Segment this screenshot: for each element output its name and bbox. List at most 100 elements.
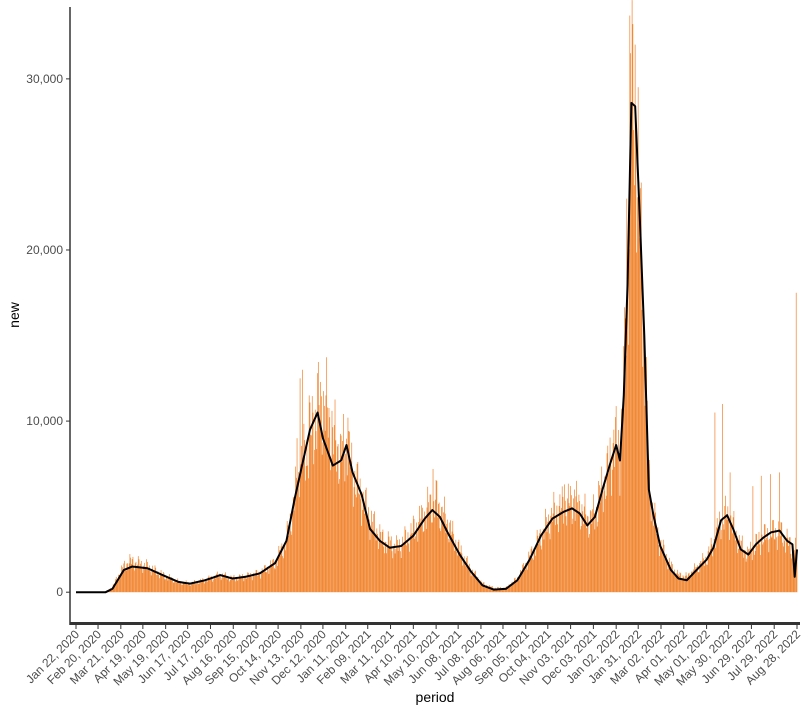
bar (507, 587, 508, 593)
bar (138, 559, 140, 593)
bar (541, 549, 543, 593)
bar (599, 485, 600, 593)
bar (418, 521, 419, 593)
bar (613, 429, 615, 593)
y-axis-ticks: 0 10,000 20,000 30,000 (26, 72, 70, 599)
bar (621, 419, 623, 593)
bar (254, 575, 255, 593)
bar (749, 548, 751, 593)
bar (326, 357, 328, 593)
bar (701, 561, 703, 593)
bar (380, 531, 381, 593)
bar (340, 433, 341, 593)
bar (211, 577, 213, 593)
bar (162, 575, 163, 593)
bar (759, 544, 761, 593)
y-tick-label: 20,000 (26, 243, 63, 257)
bar (369, 539, 371, 593)
bar (693, 569, 694, 593)
bar (135, 561, 137, 593)
bar (298, 497, 300, 593)
bar (627, 344, 629, 593)
bar (577, 502, 578, 593)
bar (331, 410, 333, 593)
bar (696, 567, 698, 593)
bar (131, 563, 132, 593)
bar (188, 583, 189, 593)
bar (631, 122, 632, 593)
bar (474, 571, 476, 593)
bar (124, 560, 125, 593)
bar (461, 553, 463, 593)
bar (460, 552, 461, 593)
bar (309, 402, 311, 593)
bar (668, 561, 669, 593)
bar (589, 534, 590, 593)
x-axis-title: period (416, 689, 455, 705)
bar (216, 571, 218, 593)
bar (160, 570, 162, 593)
bar (679, 572, 681, 593)
bar (612, 443, 614, 593)
bar (716, 518, 718, 593)
bar (425, 528, 427, 593)
bar (261, 573, 262, 593)
bar (554, 502, 555, 593)
bar (681, 579, 683, 593)
bar (359, 494, 360, 593)
bar (605, 498, 606, 593)
bar (624, 307, 625, 593)
bar (195, 584, 197, 593)
bar (531, 546, 533, 593)
bar (747, 546, 748, 593)
bar (576, 480, 577, 593)
bar (746, 558, 748, 593)
bar (194, 580, 195, 593)
bar (301, 445, 302, 593)
bar (378, 548, 379, 593)
bar (580, 529, 581, 593)
bar (482, 584, 483, 593)
bar (596, 526, 598, 593)
bar (559, 494, 561, 593)
bar (285, 550, 286, 593)
bar (690, 577, 691, 593)
bar (393, 543, 395, 593)
bar (653, 525, 654, 593)
bar (640, 188, 641, 593)
bar (166, 577, 168, 593)
bar (507, 586, 509, 593)
y-tick-label: 10,000 (26, 414, 63, 428)
bar (727, 506, 729, 593)
bar (403, 545, 404, 593)
bar (761, 534, 763, 593)
bar (314, 449, 315, 593)
bar (593, 494, 594, 593)
bar (149, 565, 150, 593)
bar (269, 567, 271, 593)
bar (551, 521, 553, 593)
bar (153, 570, 154, 593)
bar (127, 563, 128, 593)
bar (429, 494, 431, 593)
bar (305, 480, 306, 593)
bar (677, 569, 679, 593)
bar (236, 577, 238, 593)
bar (436, 480, 438, 593)
bar (779, 472, 780, 593)
bar (603, 491, 605, 593)
bar (167, 580, 169, 593)
bar (669, 564, 671, 593)
bar (434, 517, 435, 593)
bar (159, 573, 161, 593)
bar (277, 557, 279, 593)
bar (253, 572, 255, 593)
bar (204, 583, 205, 593)
bar (553, 491, 555, 593)
bar (547, 521, 549, 593)
bar (243, 581, 245, 593)
bar (431, 522, 433, 593)
bar (353, 487, 355, 593)
bar (323, 391, 324, 593)
bar (292, 507, 293, 593)
